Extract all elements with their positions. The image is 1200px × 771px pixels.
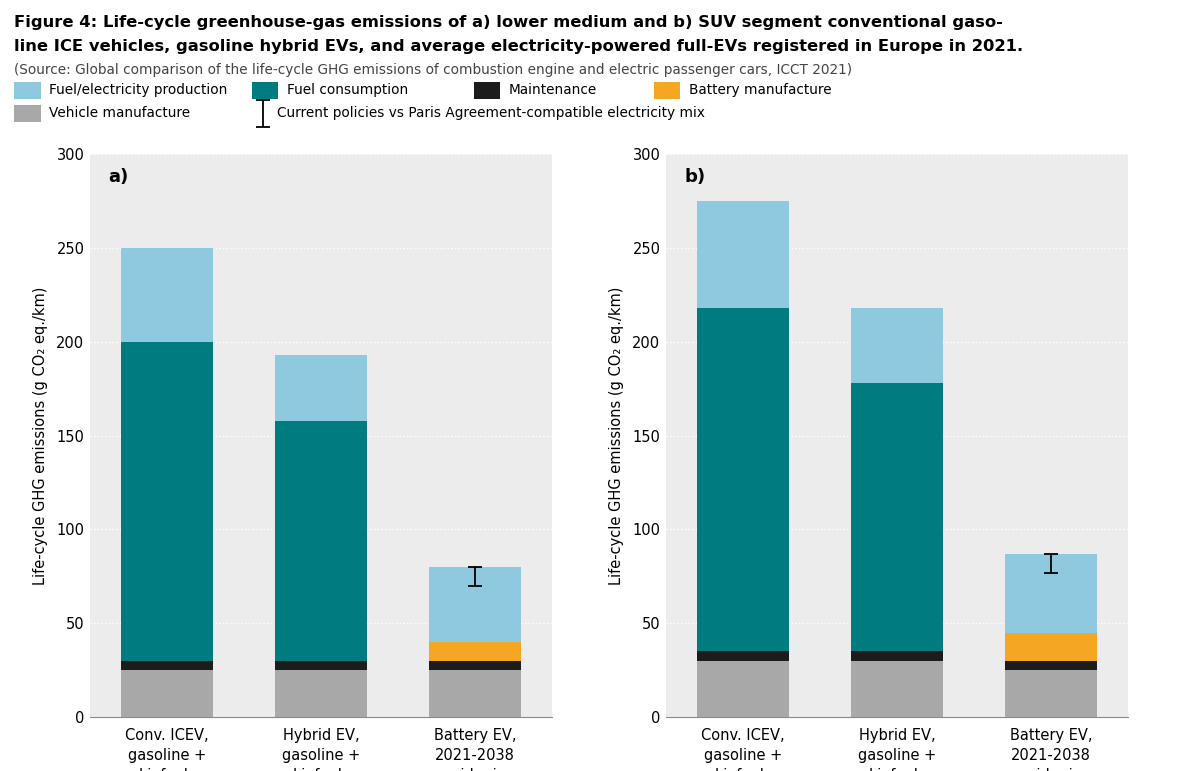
Bar — [851, 308, 943, 383]
Bar — [1004, 670, 1097, 717]
Text: Maintenance: Maintenance — [509, 83, 598, 97]
Text: line ICE vehicles, gasoline hybrid EVs, and average electricity-powered full-EVs: line ICE vehicles, gasoline hybrid EVs, … — [14, 39, 1024, 53]
Bar — [697, 201, 790, 308]
Bar — [121, 661, 214, 670]
Text: b): b) — [684, 168, 706, 187]
Text: Figure 4: Life-cycle greenhouse-gas emissions of a) lower medium and b) SUV segm: Figure 4: Life-cycle greenhouse-gas emis… — [14, 15, 1003, 30]
Text: Vehicle manufacture: Vehicle manufacture — [49, 106, 191, 120]
Bar — [275, 421, 367, 661]
Bar — [121, 670, 214, 717]
Bar — [428, 670, 521, 717]
Bar — [428, 642, 521, 661]
Text: a): a) — [108, 168, 128, 187]
Bar — [697, 651, 790, 661]
Bar — [851, 383, 943, 651]
Bar — [275, 661, 367, 670]
Bar — [697, 661, 790, 717]
Bar — [851, 661, 943, 717]
Bar — [1004, 632, 1097, 661]
Text: Fuel/electricity production: Fuel/electricity production — [49, 83, 228, 97]
Bar — [851, 651, 943, 661]
Text: Current policies vs Paris Agreement-compatible electricity mix: Current policies vs Paris Agreement-comp… — [277, 106, 706, 120]
Bar — [121, 342, 214, 661]
Bar — [1004, 554, 1097, 632]
Bar — [1004, 661, 1097, 670]
Bar — [121, 248, 214, 342]
Bar — [697, 308, 790, 651]
Text: Fuel consumption: Fuel consumption — [287, 83, 408, 97]
Bar — [428, 661, 521, 670]
Y-axis label: Life-cycle GHG emissions (g CO₂ eq./km): Life-cycle GHG emissions (g CO₂ eq./km) — [32, 287, 48, 584]
Bar — [275, 355, 367, 421]
Text: (Source: Global comparison of the life-cycle GHG emissions of combustion engine : (Source: Global comparison of the life-c… — [14, 63, 852, 77]
Bar — [275, 670, 367, 717]
Y-axis label: Life-cycle GHG emissions (g CO₂ eq./km): Life-cycle GHG emissions (g CO₂ eq./km) — [608, 287, 624, 584]
Bar — [428, 567, 521, 642]
Text: Battery manufacture: Battery manufacture — [689, 83, 832, 97]
